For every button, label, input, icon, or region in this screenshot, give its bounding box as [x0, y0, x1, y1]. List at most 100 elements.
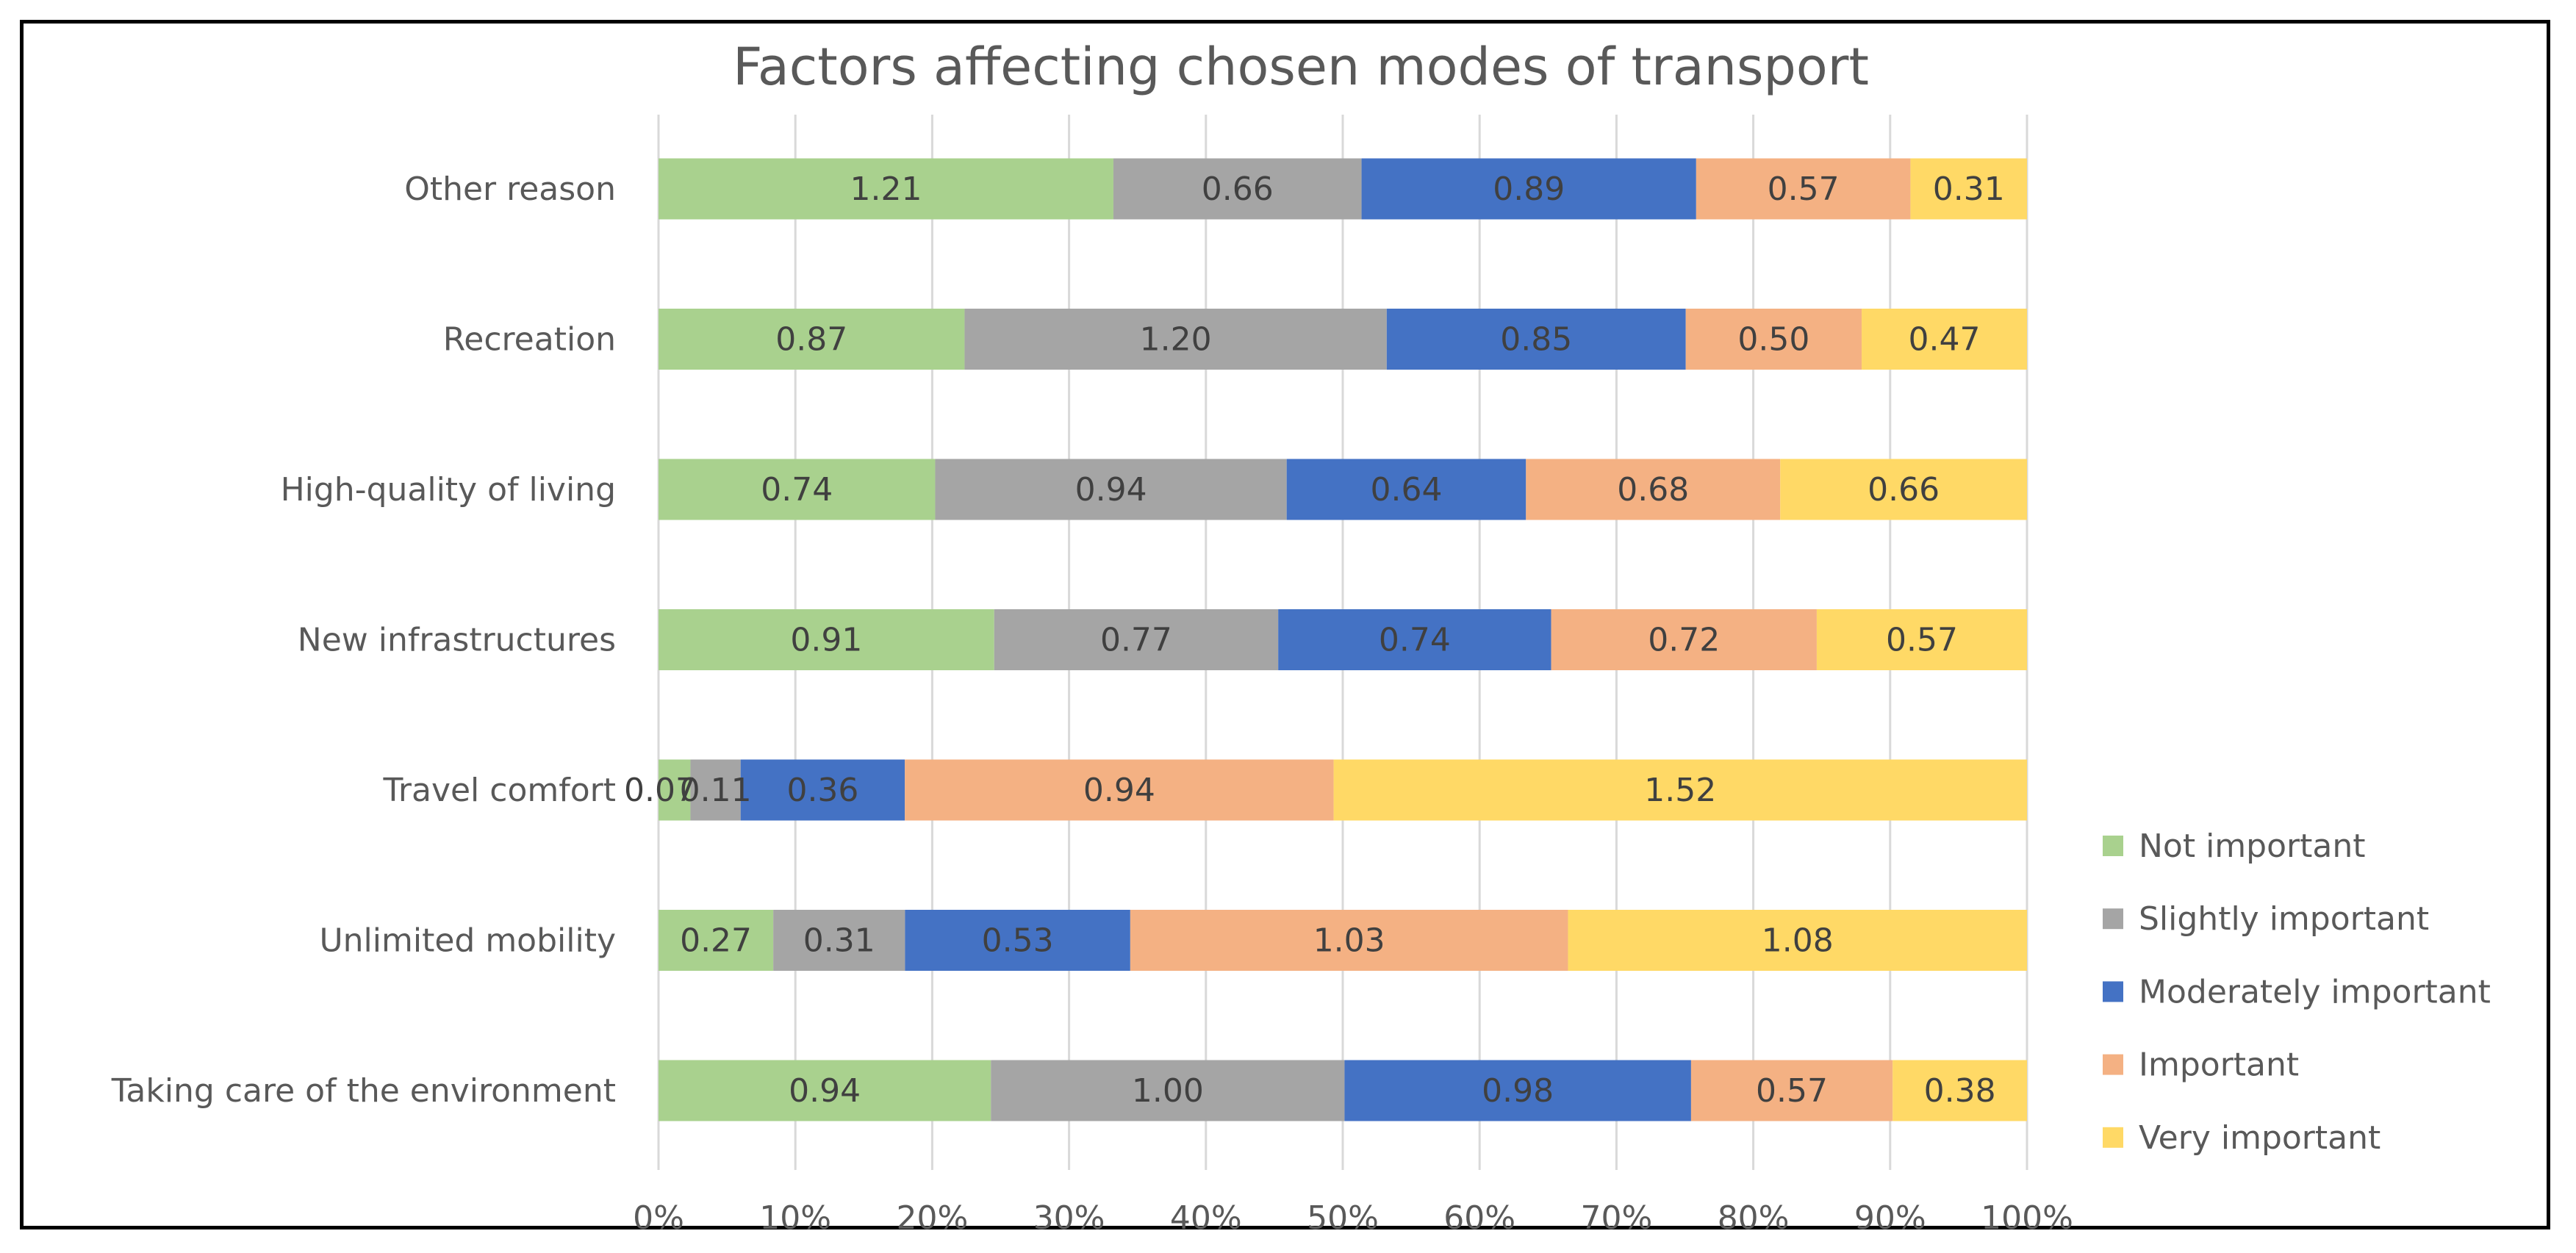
bar-segment — [1690, 1060, 1893, 1121]
x-tick-label: 100% — [1981, 1199, 2073, 1237]
data-label: 0.77 — [1100, 622, 1172, 659]
data-label: 0.74 — [1379, 622, 1451, 659]
value-axis: 0% 10% 20% 30% 40% 50% 60% 70% 80% 90% 100% — [633, 1199, 2073, 1237]
category-label: Other reason — [404, 170, 616, 208]
x-tick-label: 70% — [1581, 1199, 1653, 1237]
bar-segment — [659, 609, 994, 670]
x-tick-label: 20% — [897, 1199, 969, 1237]
data-label: 0.64 — [1371, 471, 1443, 509]
category-axis: Other reason Recreation High-quality of li… — [111, 170, 616, 1110]
category-label: Recreation — [443, 321, 616, 359]
data-label: 0.31 — [803, 922, 875, 960]
data-label: 0.11 — [680, 772, 752, 809]
x-tick-label: 60% — [1443, 1199, 1515, 1237]
bar-segment — [1862, 309, 2027, 370]
bar-segment — [905, 910, 1130, 971]
data-label: 0.57 — [1886, 622, 1958, 659]
bar-segment — [1278, 609, 1551, 670]
bar-segment — [1816, 609, 2027, 670]
bar-segment — [1333, 759, 2027, 821]
data-label: 0.68 — [1617, 471, 1689, 509]
legend-swatch — [2103, 836, 2123, 856]
legend-label: Moderately important — [2139, 973, 2491, 1010]
data-label: 0.66 — [1868, 471, 1940, 509]
data-label: 0.66 — [1202, 170, 1274, 208]
legend-label: Important — [2139, 1046, 2299, 1084]
bar-segment — [1286, 459, 1526, 520]
data-label: 0.85 — [1500, 321, 1572, 359]
data-label: 1.08 — [1762, 922, 1834, 960]
x-tick-label: 30% — [1033, 1199, 1105, 1237]
x-tick-label: 50% — [1307, 1199, 1379, 1237]
x-tick-label: 10% — [759, 1199, 831, 1237]
bar-segment — [994, 609, 1279, 670]
bar-segment — [905, 759, 1334, 821]
bar-segment — [740, 759, 905, 821]
bar-segment — [1130, 910, 1568, 971]
legend-label: Not important — [2139, 827, 2365, 865]
data-label: 0.53 — [982, 922, 1054, 960]
bar-segment — [991, 1060, 1345, 1121]
data-label: 0.94 — [1083, 772, 1155, 809]
bar-segment — [1568, 910, 2027, 971]
bar-segment — [1344, 1060, 1691, 1121]
data-label: 0.50 — [1737, 321, 1809, 359]
legend-swatch — [2103, 1127, 2123, 1148]
x-tick-label: 0% — [633, 1199, 684, 1237]
data-label: 0.38 — [1924, 1072, 1996, 1110]
data-label: 0.74 — [761, 471, 833, 509]
bar-segment — [659, 910, 774, 971]
data-label: 0.07 — [624, 772, 696, 809]
x-tick-label: 80% — [1718, 1199, 1790, 1237]
data-labels: 1.21 0.66 0.89 0.57 0.31 0.87 1.20 0.85 0.50 0.47… — [624, 170, 2005, 1110]
chart-title: Factors affecting chosen modes of transp… — [733, 37, 1869, 97]
bar-segment — [659, 309, 965, 370]
legend-label: Very important — [2139, 1119, 2381, 1157]
bars — [659, 158, 2027, 1121]
data-label: 0.87 — [775, 321, 847, 359]
category-label: Travel comfort — [382, 772, 616, 809]
bar-segment — [1361, 158, 1696, 220]
data-label: 1.20 — [1140, 321, 1212, 359]
bar-segment — [1696, 158, 1911, 220]
data-label: 0.94 — [789, 1072, 861, 1110]
data-label: 0.27 — [680, 922, 752, 960]
bar-segment — [1526, 459, 1781, 520]
category-label: High-quality of living — [281, 471, 616, 509]
data-label: 0.36 — [786, 772, 858, 809]
bar-segment — [1685, 309, 1862, 370]
data-label: 0.57 — [1756, 1072, 1828, 1110]
bar-segment — [1910, 158, 2027, 220]
bar-segment — [659, 759, 691, 821]
data-label: 0.57 — [1768, 170, 1840, 208]
category-label: Taking care of the environment — [111, 1072, 616, 1110]
data-label: 0.91 — [790, 622, 862, 659]
data-label: 0.72 — [1648, 622, 1720, 659]
bar-segment — [659, 459, 936, 520]
bar-segment — [1113, 158, 1362, 220]
x-tick-label: 90% — [1854, 1199, 1926, 1237]
data-label: 1.21 — [850, 170, 922, 208]
bar-segment — [659, 158, 1113, 220]
bar-segment — [1386, 309, 1686, 370]
legend-label: Slightly important — [2139, 900, 2429, 938]
data-label: 0.94 — [1075, 471, 1147, 509]
bar-segment — [773, 910, 905, 971]
data-label: 0.47 — [1909, 321, 1981, 359]
category-label: New infrastructures — [298, 622, 616, 659]
data-label: 1.00 — [1132, 1072, 1204, 1110]
bar-segment — [1780, 459, 2027, 520]
legend: Not important Slightly important Moderatel… — [2103, 827, 2491, 1157]
data-label: 1.52 — [1644, 772, 1716, 809]
bar-segment — [1892, 1060, 2027, 1121]
data-label: 1.03 — [1313, 922, 1385, 960]
bar-segment — [659, 1060, 991, 1121]
legend-swatch — [2103, 1054, 2123, 1075]
data-label: 0.89 — [1493, 170, 1565, 208]
data-label: 0.98 — [1482, 1072, 1554, 1110]
bar-segment — [1551, 609, 1817, 670]
category-label: Unlimited mobility — [319, 922, 616, 960]
legend-swatch — [2103, 981, 2123, 1002]
data-label: 0.31 — [1933, 170, 2005, 208]
